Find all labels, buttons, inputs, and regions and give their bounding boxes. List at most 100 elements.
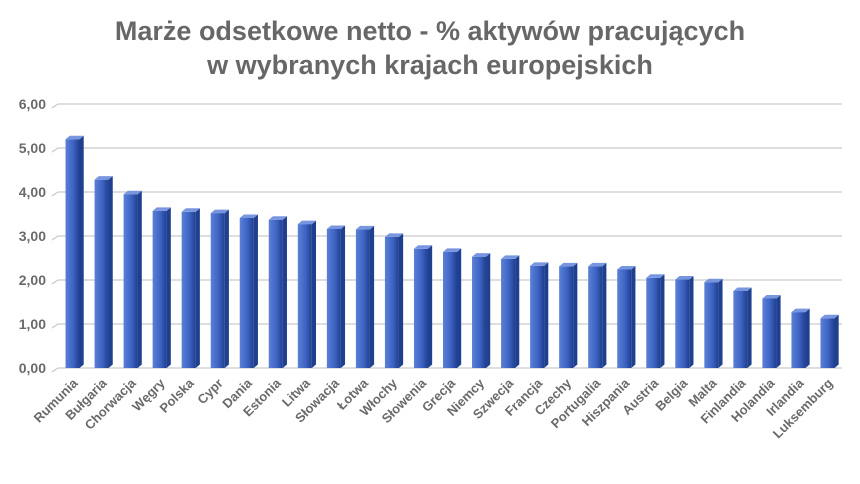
bar-top xyxy=(152,207,171,211)
bar xyxy=(326,225,346,368)
bar xyxy=(268,216,287,368)
bar-front xyxy=(384,236,399,368)
bar-top xyxy=(268,216,287,220)
bar-front xyxy=(297,224,312,368)
bar-side xyxy=(718,278,723,368)
bar xyxy=(210,209,229,368)
gridline-stub xyxy=(51,147,59,153)
bar-front xyxy=(239,217,254,368)
bars xyxy=(65,135,839,368)
gridline-stub xyxy=(51,323,59,329)
bar xyxy=(646,274,665,368)
bar-side xyxy=(486,253,491,368)
bar xyxy=(384,233,404,368)
gridline-stub xyxy=(51,103,59,109)
bar-top xyxy=(123,190,142,195)
bar xyxy=(443,248,462,368)
bar-side xyxy=(689,276,694,368)
bar-top xyxy=(94,176,113,180)
bar-front xyxy=(355,229,370,368)
bar xyxy=(820,314,839,368)
y-tick-label: 6,00 xyxy=(19,96,46,112)
bar-top xyxy=(733,287,752,291)
bar xyxy=(152,207,171,368)
bar-top xyxy=(384,233,404,237)
bar xyxy=(501,255,520,368)
chart-title-block: Marże odsetkowe netto - % aktywów pracuj… xyxy=(0,14,860,82)
bar-top xyxy=(820,314,839,319)
bar xyxy=(297,220,317,368)
bar xyxy=(355,225,375,368)
bar-side xyxy=(282,216,287,368)
bar-front xyxy=(152,210,167,368)
bar xyxy=(123,190,142,368)
bar-front xyxy=(559,266,574,368)
bar-top xyxy=(617,265,636,270)
y-tick-label: 4,00 xyxy=(19,184,46,200)
bar-front xyxy=(181,211,196,368)
bar-side xyxy=(108,176,113,368)
bar-top xyxy=(762,294,781,299)
bar-top xyxy=(297,220,317,225)
bar-side xyxy=(166,207,171,368)
bar-side xyxy=(457,248,462,368)
bar-top xyxy=(326,225,346,229)
bar-front xyxy=(791,312,806,368)
bar-top xyxy=(413,245,433,249)
bar xyxy=(472,253,491,368)
bar xyxy=(413,245,433,368)
bar-top xyxy=(588,262,607,267)
gridline-stub xyxy=(51,279,59,285)
bar-front xyxy=(123,194,138,368)
bar-side xyxy=(79,135,84,368)
bar-top xyxy=(791,308,810,313)
bar-side xyxy=(747,287,752,368)
bar-side xyxy=(253,214,258,368)
bar-top xyxy=(501,255,520,259)
bar-front xyxy=(65,139,80,368)
bar-front xyxy=(733,291,748,368)
bar-top xyxy=(472,253,491,257)
bar-front xyxy=(762,298,777,368)
bar-side xyxy=(427,245,433,368)
bar-front xyxy=(704,282,719,368)
y-axis-ticks: 0,00 1,00 2,00 3,00 4,00 5,00 6,00 xyxy=(19,96,46,376)
bar-top xyxy=(646,274,665,278)
x-tick-label: Belgia xyxy=(652,375,691,414)
gridline-stub xyxy=(51,191,59,197)
bar xyxy=(733,287,752,368)
bar-top xyxy=(530,262,549,266)
bar xyxy=(94,176,113,368)
bar-side xyxy=(369,225,375,368)
bar-side xyxy=(805,308,810,368)
bar-top xyxy=(443,248,462,252)
chart-title: Marże odsetkowe netto - % aktywów pracuj… xyxy=(114,16,746,46)
bar-front xyxy=(268,219,283,368)
bar-front xyxy=(210,213,225,368)
bar-front xyxy=(326,228,341,368)
bar-side xyxy=(573,262,578,368)
bar-top xyxy=(181,208,200,212)
bar-side xyxy=(834,314,839,368)
y-tick-label: 2,00 xyxy=(19,272,46,288)
y-tick-label: 1,00 xyxy=(19,316,46,332)
bar xyxy=(559,262,578,368)
bar xyxy=(704,278,723,368)
gridline-stub xyxy=(51,235,59,241)
bar-front xyxy=(820,318,835,368)
bar-top xyxy=(704,278,723,283)
bar-top xyxy=(675,276,694,280)
bar-front xyxy=(530,265,545,368)
bar xyxy=(791,308,810,368)
bar-side xyxy=(544,262,549,368)
bar xyxy=(239,214,258,368)
bar-side xyxy=(224,209,229,368)
y-tick-label: 5,00 xyxy=(19,140,46,156)
bar-side xyxy=(398,233,404,368)
bar xyxy=(762,294,781,368)
bar xyxy=(617,265,636,368)
bar-front xyxy=(646,277,661,368)
bar-side xyxy=(602,262,607,368)
bar-front xyxy=(617,269,632,368)
